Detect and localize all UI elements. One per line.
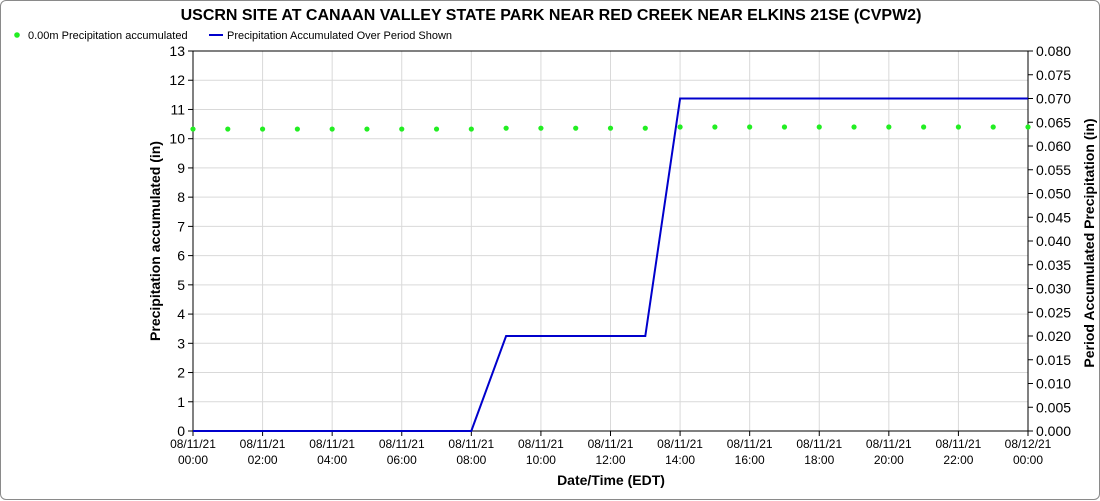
legend: 0.00m Precipitation accumulated Precipit… (14, 30, 452, 42)
x-tick-label-time: 22:00 (943, 453, 973, 467)
data-point (642, 125, 648, 131)
x-tick-label-date: 08/11/21 (588, 437, 634, 451)
y-tick-label-right: 0.065 (1036, 114, 1071, 130)
data-point (816, 124, 822, 130)
x-tick-label-date: 08/11/21 (448, 437, 494, 451)
axes: 0123456789101112130.0000.0050.0100.0150.… (169, 43, 1071, 467)
x-tick-label-time: 04:00 (317, 453, 347, 467)
data-point (607, 125, 614, 131)
chart-title: USCRN SITE AT CANAAN VALLEY STATE PARK N… (181, 7, 922, 24)
data-point (955, 124, 962, 130)
x-tick-label-time: 20:00 (874, 453, 904, 467)
x-tick-label-time: 16:00 (735, 453, 765, 467)
y-tick-label-right: 0.055 (1036, 162, 1071, 178)
x-tick-label-date: 08/11/21 (379, 437, 425, 451)
y-tick-label-right: 0.045 (1036, 209, 1071, 225)
series-line-period-accumulation (193, 97, 1028, 432)
y-tick-label-right: 0.060 (1036, 138, 1071, 154)
data-point (990, 124, 996, 130)
legend-label-points: 0.00m Precipitation accumulated (28, 30, 188, 42)
data-point (573, 125, 579, 131)
y-tick-label-left: 12 (169, 72, 185, 88)
y-tick-label-right: 0.070 (1036, 91, 1071, 107)
y-tick-label-right: 0.025 (1036, 304, 1071, 320)
y-tick-label-left: 5 (177, 277, 185, 293)
data-point (677, 124, 683, 130)
series (190, 97, 1031, 432)
y-tick-label-right: 0.015 (1036, 352, 1071, 368)
grid (193, 50, 1028, 431)
x-tick-label-date: 08/11/21 (518, 437, 564, 451)
plot-area-border (192, 50, 1029, 432)
data-point (190, 126, 196, 132)
x-tick-label-date: 08/11/21 (309, 437, 355, 451)
x-tick-label-date: 08/11/21 (727, 437, 773, 451)
x-tick-label-date: 08/11/21 (170, 437, 216, 451)
x-tick-label-time: 06:00 (387, 453, 417, 467)
y-tick-label-right: 0.075 (1036, 67, 1071, 83)
x-tick-label-date: 08/11/21 (240, 437, 286, 451)
y-tick-label-left: 4 (177, 306, 185, 322)
data-point (225, 126, 231, 132)
y-tick-label-right: 0.050 (1036, 186, 1071, 202)
y-tick-label-left: 8 (177, 189, 185, 205)
x-tick-label-date: 08/11/21 (657, 437, 703, 451)
x-tick-label-time: 00:00 (178, 453, 208, 467)
x-tick-label-time: 02:00 (248, 453, 278, 467)
x-tick-label-date: 08/11/21 (796, 437, 842, 451)
data-point (329, 126, 335, 132)
y-tick-label-left: 2 (177, 365, 185, 381)
data-point (294, 126, 300, 132)
y-tick-label-left: 11 (170, 101, 185, 117)
y-tick-label-left: 9 (177, 160, 185, 176)
data-point (921, 124, 927, 130)
x-tick-label-time: 12:00 (595, 453, 625, 467)
data-point (886, 124, 892, 130)
y-tick-label-right: 0.040 (1036, 233, 1071, 249)
y-tick-label-left: 3 (177, 335, 185, 351)
y-tick-label-left: 1 (177, 394, 185, 410)
y-tick-label-right: 0.010 (1036, 376, 1071, 392)
data-point (538, 125, 544, 131)
x-tick-label-date: 08/12/21 (1005, 437, 1052, 451)
y-tick-label-left: 6 (177, 248, 185, 264)
y-tick-label-left: 10 (169, 131, 185, 147)
x-tick-label-time: 10:00 (526, 453, 556, 467)
legend-marker-points (14, 32, 20, 38)
y-tick-label-right: 0.005 (1036, 399, 1071, 415)
x-tick-label-time: 14:00 (665, 453, 695, 467)
x-tick-label-time: 08:00 (456, 453, 486, 467)
x-tick-label-time: 18:00 (804, 453, 834, 467)
data-point (468, 126, 474, 132)
data-point (433, 126, 440, 132)
data-point (364, 126, 370, 132)
y-tick-label-left: 13 (169, 43, 185, 59)
data-point (399, 126, 405, 132)
data-point (781, 124, 788, 130)
data-point (851, 124, 857, 130)
y-axis-label-right: Period Accumulated Precipitation (in) (1081, 118, 1097, 367)
x-tick-label-date: 08/11/21 (866, 437, 912, 451)
data-point (712, 124, 718, 130)
data-point (503, 125, 509, 131)
y-tick-label-right: 0.035 (1036, 257, 1071, 273)
data-point (1025, 124, 1031, 130)
data-point (747, 124, 753, 130)
y-tick-label-right: 0.030 (1036, 281, 1071, 297)
y-tick-label-right: 0.020 (1036, 328, 1071, 344)
x-tick-label-time: 00:00 (1013, 453, 1043, 467)
data-point (259, 126, 266, 132)
legend-label-period: Precipitation Accumulated Over Period Sh… (227, 30, 452, 42)
y-tick-label-right: 0.080 (1036, 43, 1071, 59)
y-tick-label-left: 0 (177, 423, 185, 439)
x-axis-label: Date/Time (EDT) (557, 472, 665, 488)
x-tick-label-date: 08/11/21 (936, 437, 982, 451)
y-tick-label-right: 0.000 (1036, 423, 1071, 439)
y-tick-label-left: 7 (177, 218, 185, 234)
y-axis-label-left: Precipitation accumulated (in) (147, 141, 163, 341)
